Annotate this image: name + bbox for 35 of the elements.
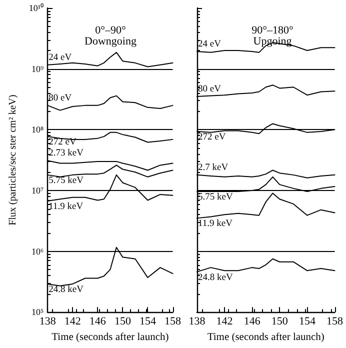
series-label: 24 eV xyxy=(198,39,222,50)
series-label: 2.7 keV xyxy=(198,162,228,173)
x-tick-label: 138 xyxy=(39,316,56,328)
x-tick-label: 158 xyxy=(326,316,344,328)
y-axis-title: Flux (particles/sec ster cm² keV) xyxy=(8,94,18,226)
series-label: 11.9 keV xyxy=(48,202,84,212)
series-label: 24.8 keV xyxy=(48,284,84,295)
series-label: 11.9 keV xyxy=(198,219,233,230)
text: 0°–90° Downgoing xyxy=(84,24,137,48)
y-tick-label: 10⁶ xyxy=(31,246,44,256)
series-label: 272 eV xyxy=(198,132,226,143)
series-label: 5.75 keV xyxy=(48,176,84,186)
y-tick-label: 10⁹ xyxy=(31,64,44,74)
series-label: 80 eV xyxy=(198,84,222,95)
x-tick-label: 150 xyxy=(114,316,132,328)
x-tick-label: 142 xyxy=(216,316,233,328)
series-label: 80 eV xyxy=(48,93,72,104)
x-axis-title: Time (seconds after launch) xyxy=(207,332,325,343)
x-tick-label: 138 xyxy=(188,316,206,328)
series-label: 24.8 keV xyxy=(198,272,233,283)
x-tick-label: 150 xyxy=(271,316,288,328)
x-tick-label: 154 xyxy=(298,316,316,328)
y-tick-label: 10⁸ xyxy=(31,124,44,135)
x-tick-label: 158 xyxy=(164,316,182,328)
series-label: 24 eV xyxy=(48,52,72,63)
y-tick-label: 10⁵ xyxy=(31,307,44,318)
series-label: 5.75 keV xyxy=(198,192,233,203)
x-tick-label: 146 xyxy=(244,316,261,328)
x-tick-label: 154 xyxy=(139,316,156,328)
x-tick-label: 146 xyxy=(89,316,106,328)
x-tick-label: 142 xyxy=(64,316,81,328)
y-tick-label: 10¹⁰ xyxy=(28,3,44,13)
y-tick-label: 10⁷ xyxy=(31,185,44,196)
series-label: 2.73 keV xyxy=(48,148,84,159)
x-axis-title: Time (seconds after launch) xyxy=(52,332,170,343)
